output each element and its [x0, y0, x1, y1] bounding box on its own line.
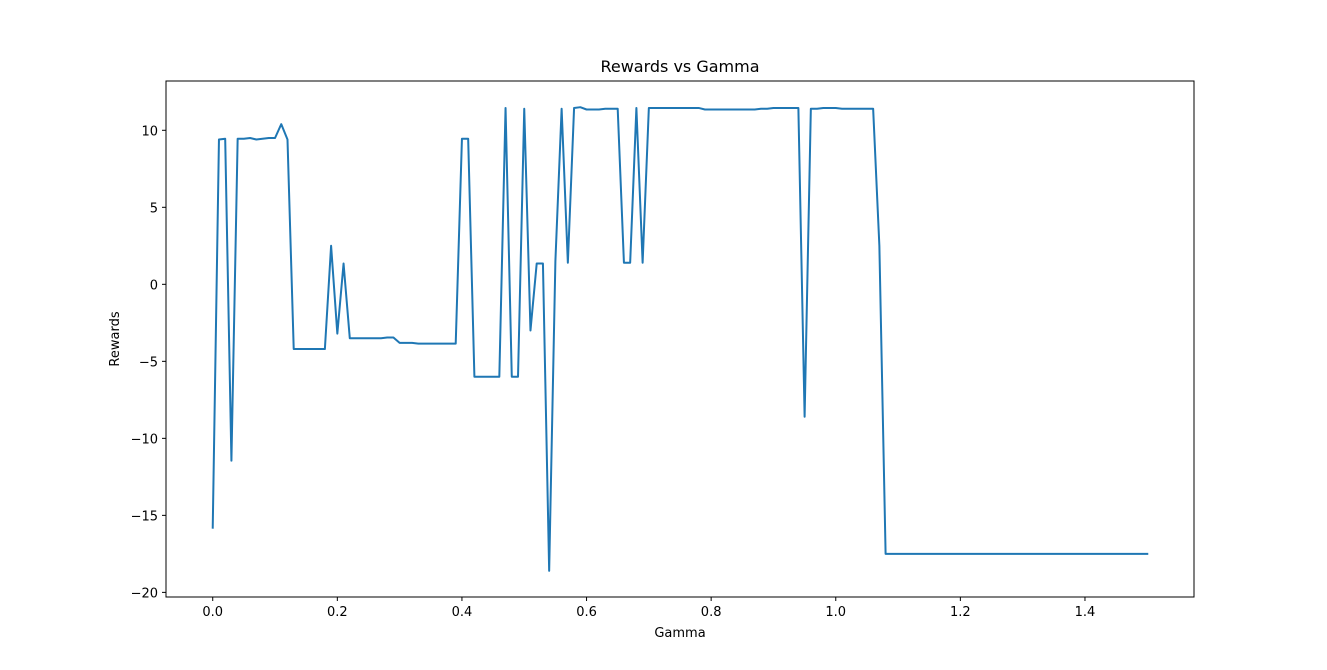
x-tick-label: 0.6 [576, 605, 597, 620]
x-tick-label: 1.0 [825, 605, 846, 620]
y-tick-label: −10 [131, 432, 158, 447]
y-tick-label: −5 [139, 355, 158, 370]
y-axis-label: Rewards [108, 311, 123, 366]
x-axis-ticks: 0.0 0.2 0.4 0.6 0.8 1.0 1.2 1.4 [202, 597, 1095, 620]
y-axis-ticks: 10 5 0 −5 −10 −15 −20 [131, 124, 166, 601]
y-tick-label: −20 [131, 586, 158, 601]
x-axis-label: Gamma [654, 626, 705, 641]
x-tick-label: 0.0 [202, 605, 223, 620]
series-line [211, 106, 1149, 572]
plot-area: 0.0 0.2 0.4 0.6 0.8 1.0 1.2 1.4 10 5 0 −5 −10 −15 −20 [131, 80, 1195, 620]
chart-title: Rewards vs Gamma [600, 57, 759, 76]
y-tick-label: 5 [150, 201, 158, 216]
x-tick-label: 0.4 [452, 605, 473, 620]
x-tick-label: 1.2 [950, 605, 971, 620]
x-tick-label: 0.8 [701, 605, 722, 620]
y-tick-label: 0 [150, 278, 158, 293]
axes-frame [165, 80, 1195, 598]
y-tick-label: 10 [141, 124, 158, 139]
y-tick-label: −15 [131, 509, 158, 524]
x-tick-label: 0.2 [327, 605, 348, 620]
x-tick-label: 1.4 [1075, 605, 1096, 620]
